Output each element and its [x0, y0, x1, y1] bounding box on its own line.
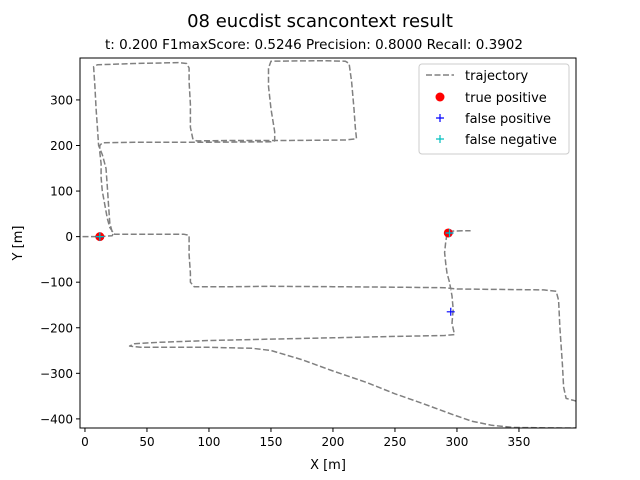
false-negative-point — [445, 228, 454, 237]
legend-swatch-false-negative — [436, 135, 444, 143]
y-tick-label: −400 — [40, 412, 73, 426]
y-tick-label: −300 — [40, 367, 73, 381]
x-tick-label: 50 — [139, 435, 154, 449]
y-tick-label: 0 — [65, 230, 73, 244]
x-axis: 0 50 100 150 200 250 300 350 — [81, 428, 530, 449]
x-tick-label: 150 — [260, 435, 283, 449]
legend-swatch-true-positive — [435, 92, 445, 102]
trajectory-layer — [82, 59, 576, 428]
trajectory-line — [82, 59, 576, 428]
x-tick-label: 0 — [81, 435, 89, 449]
y-tick-label: −100 — [40, 276, 73, 290]
false-positive-point — [446, 307, 455, 316]
legend-box — [418, 63, 570, 155]
y-tick-label: −200 — [40, 321, 73, 335]
x-tick-label: 350 — [508, 435, 531, 449]
legend-label-false-negative: false negative — [465, 133, 557, 148]
legend-label-true-positive: true positive — [465, 91, 547, 106]
y-tick-label: 100 — [50, 185, 73, 199]
chart-subtitle: t: 0.200 F1maxScore: 0.5246 Precision: 0… — [105, 37, 523, 53]
y-tick-label: 300 — [50, 93, 73, 107]
x-axis-label: X [m] — [310, 458, 346, 473]
plot-frame — [79, 57, 577, 429]
legend-swatch-false-positive — [436, 114, 444, 122]
y-tick-label: 200 — [50, 139, 73, 153]
y-axis-label: Y [m] — [11, 226, 26, 262]
legend: trajectory true positive false positive … — [418, 63, 570, 155]
chart-title: 08 eucdist scancontext result — [187, 11, 453, 32]
legend-label-false-positive: false positive — [465, 112, 551, 127]
marker-layer — [95, 228, 455, 316]
x-tick-label: 250 — [384, 435, 407, 449]
legend-label-trajectory: trajectory — [465, 69, 529, 84]
false-negative-point — [95, 232, 104, 241]
y-axis: −400 −300 −200 −100 0 100 200 300 — [40, 93, 80, 426]
x-tick-label: 300 — [446, 435, 469, 449]
x-tick-label: 200 — [322, 435, 345, 449]
x-tick-label: 100 — [198, 435, 221, 449]
